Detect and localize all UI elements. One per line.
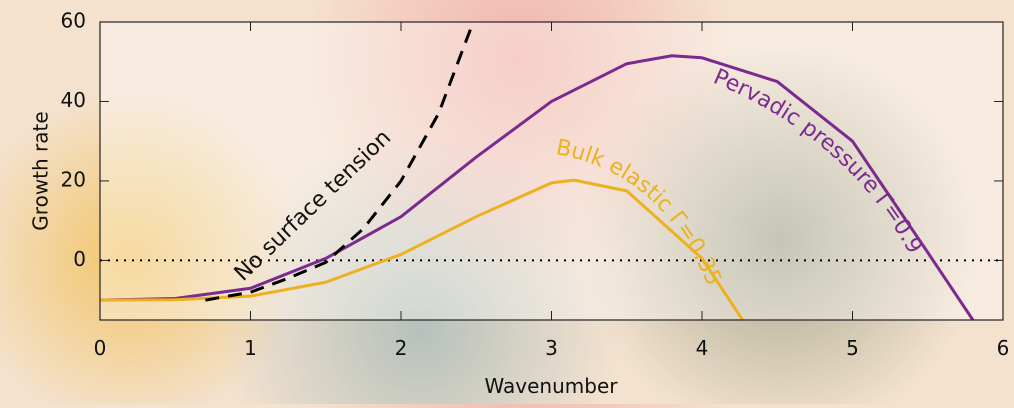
y-tick-label: 0 (73, 247, 86, 271)
x-tick-label: 0 (94, 336, 107, 360)
y-tick-label: 40 (61, 88, 86, 112)
y-tick-label: 60 (61, 9, 86, 33)
x-tick-label: 5 (846, 336, 859, 360)
x-tick-label: 4 (696, 336, 709, 360)
x-tick-label: 6 (997, 336, 1010, 360)
y-tick-label: 20 (61, 167, 86, 191)
x-tick-label: 3 (545, 336, 558, 360)
chart: Wavenumber Growth rate 01234560204060 No… (0, 0, 1014, 404)
x-tick-label: 2 (395, 336, 408, 360)
y-axis-label: Growth rate (29, 111, 53, 230)
x-axis-label: Wavenumber (485, 374, 619, 398)
x-tick-label: 1 (244, 336, 257, 360)
page: Wavenumber Growth rate 01234560204060 No… (0, 0, 1014, 404)
